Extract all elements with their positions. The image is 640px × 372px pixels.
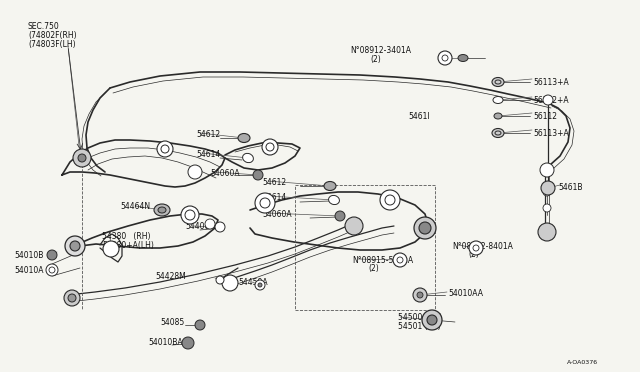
Circle shape: [78, 154, 86, 162]
Text: N°08912-3401A: N°08912-3401A: [350, 46, 411, 55]
Text: 54612: 54612: [196, 130, 220, 139]
Circle shape: [266, 143, 274, 151]
Circle shape: [538, 223, 556, 241]
Text: (2): (2): [368, 264, 379, 273]
Text: 54380   (RH): 54380 (RH): [102, 232, 150, 241]
Circle shape: [442, 55, 448, 61]
Circle shape: [393, 253, 407, 267]
Text: 54612: 54612: [262, 178, 286, 187]
Text: SEC.750: SEC.750: [28, 22, 60, 31]
Text: 54085: 54085: [160, 318, 184, 327]
Circle shape: [70, 241, 80, 251]
Circle shape: [473, 245, 479, 251]
Circle shape: [181, 206, 199, 224]
Circle shape: [419, 222, 431, 234]
Circle shape: [49, 267, 55, 273]
Ellipse shape: [154, 204, 170, 216]
Ellipse shape: [458, 55, 468, 61]
Text: 54010AA: 54010AA: [448, 289, 483, 298]
Circle shape: [258, 283, 262, 287]
Circle shape: [255, 280, 265, 290]
Ellipse shape: [243, 153, 253, 163]
Circle shape: [543, 204, 551, 212]
Circle shape: [380, 190, 400, 210]
Circle shape: [205, 219, 215, 229]
Text: 54060A: 54060A: [210, 169, 239, 178]
Text: 54500 (RH): 54500 (RH): [398, 313, 442, 322]
Circle shape: [65, 236, 85, 256]
Circle shape: [438, 51, 452, 65]
Circle shape: [540, 163, 554, 177]
Ellipse shape: [494, 113, 502, 119]
Circle shape: [68, 294, 76, 302]
Text: 54501 (LH): 54501 (LH): [398, 322, 440, 331]
Ellipse shape: [495, 80, 501, 84]
Ellipse shape: [492, 128, 504, 138]
Circle shape: [73, 149, 91, 167]
Text: (2): (2): [370, 55, 381, 64]
Circle shape: [260, 198, 270, 208]
Circle shape: [397, 257, 403, 263]
Circle shape: [262, 139, 278, 155]
Text: 56113+A: 56113+A: [533, 129, 569, 138]
Circle shape: [417, 292, 423, 298]
Ellipse shape: [324, 182, 336, 190]
Text: A·OA0376: A·OA0376: [567, 360, 598, 365]
Circle shape: [335, 211, 345, 221]
Text: N°08915-5401A: N°08915-5401A: [352, 256, 413, 265]
Text: 56112+A: 56112+A: [533, 96, 568, 105]
Circle shape: [103, 241, 119, 257]
Text: 54380+A(LH): 54380+A(LH): [102, 241, 154, 250]
Text: 56113+A: 56113+A: [533, 78, 569, 87]
Circle shape: [157, 141, 173, 157]
Ellipse shape: [328, 195, 339, 205]
Circle shape: [541, 181, 555, 195]
Circle shape: [64, 290, 80, 306]
Text: 5461B: 5461B: [558, 183, 582, 192]
Circle shape: [414, 217, 436, 239]
Text: 54010B: 54010B: [14, 251, 44, 260]
Text: 54010A: 54010A: [14, 266, 44, 275]
Circle shape: [427, 315, 437, 325]
Text: 54464N: 54464N: [120, 202, 150, 211]
Text: 54459A: 54459A: [238, 278, 268, 287]
Ellipse shape: [492, 77, 504, 87]
Circle shape: [46, 264, 58, 276]
Circle shape: [161, 145, 169, 153]
Circle shape: [188, 165, 202, 179]
Ellipse shape: [495, 131, 501, 135]
Circle shape: [216, 276, 224, 284]
Ellipse shape: [158, 207, 166, 213]
Circle shape: [185, 210, 195, 220]
Circle shape: [345, 217, 363, 235]
Text: 56112: 56112: [533, 112, 557, 121]
Text: 5461I: 5461I: [408, 112, 429, 121]
Ellipse shape: [238, 134, 250, 142]
Text: 54614: 54614: [196, 150, 220, 159]
Text: (74802F(RH): (74802F(RH): [28, 31, 77, 40]
Circle shape: [182, 337, 194, 349]
Ellipse shape: [493, 96, 503, 103]
Text: 54400M: 54400M: [185, 222, 216, 231]
Circle shape: [422, 310, 442, 330]
Circle shape: [47, 250, 57, 260]
Text: (74803F(LH): (74803F(LH): [28, 40, 76, 49]
Circle shape: [222, 275, 238, 291]
Circle shape: [385, 195, 395, 205]
Circle shape: [543, 95, 553, 105]
Circle shape: [413, 288, 427, 302]
Text: 54428M: 54428M: [155, 272, 186, 281]
Text: (2): (2): [468, 250, 479, 259]
Text: 54614: 54614: [262, 193, 286, 202]
Text: 54060A: 54060A: [262, 210, 292, 219]
Circle shape: [215, 222, 225, 232]
Circle shape: [253, 170, 263, 180]
Circle shape: [255, 193, 275, 213]
Circle shape: [543, 188, 551, 196]
Circle shape: [195, 320, 205, 330]
Circle shape: [469, 241, 483, 255]
Text: N°08912-8401A: N°08912-8401A: [452, 242, 513, 251]
Text: 54010BA: 54010BA: [148, 338, 182, 347]
